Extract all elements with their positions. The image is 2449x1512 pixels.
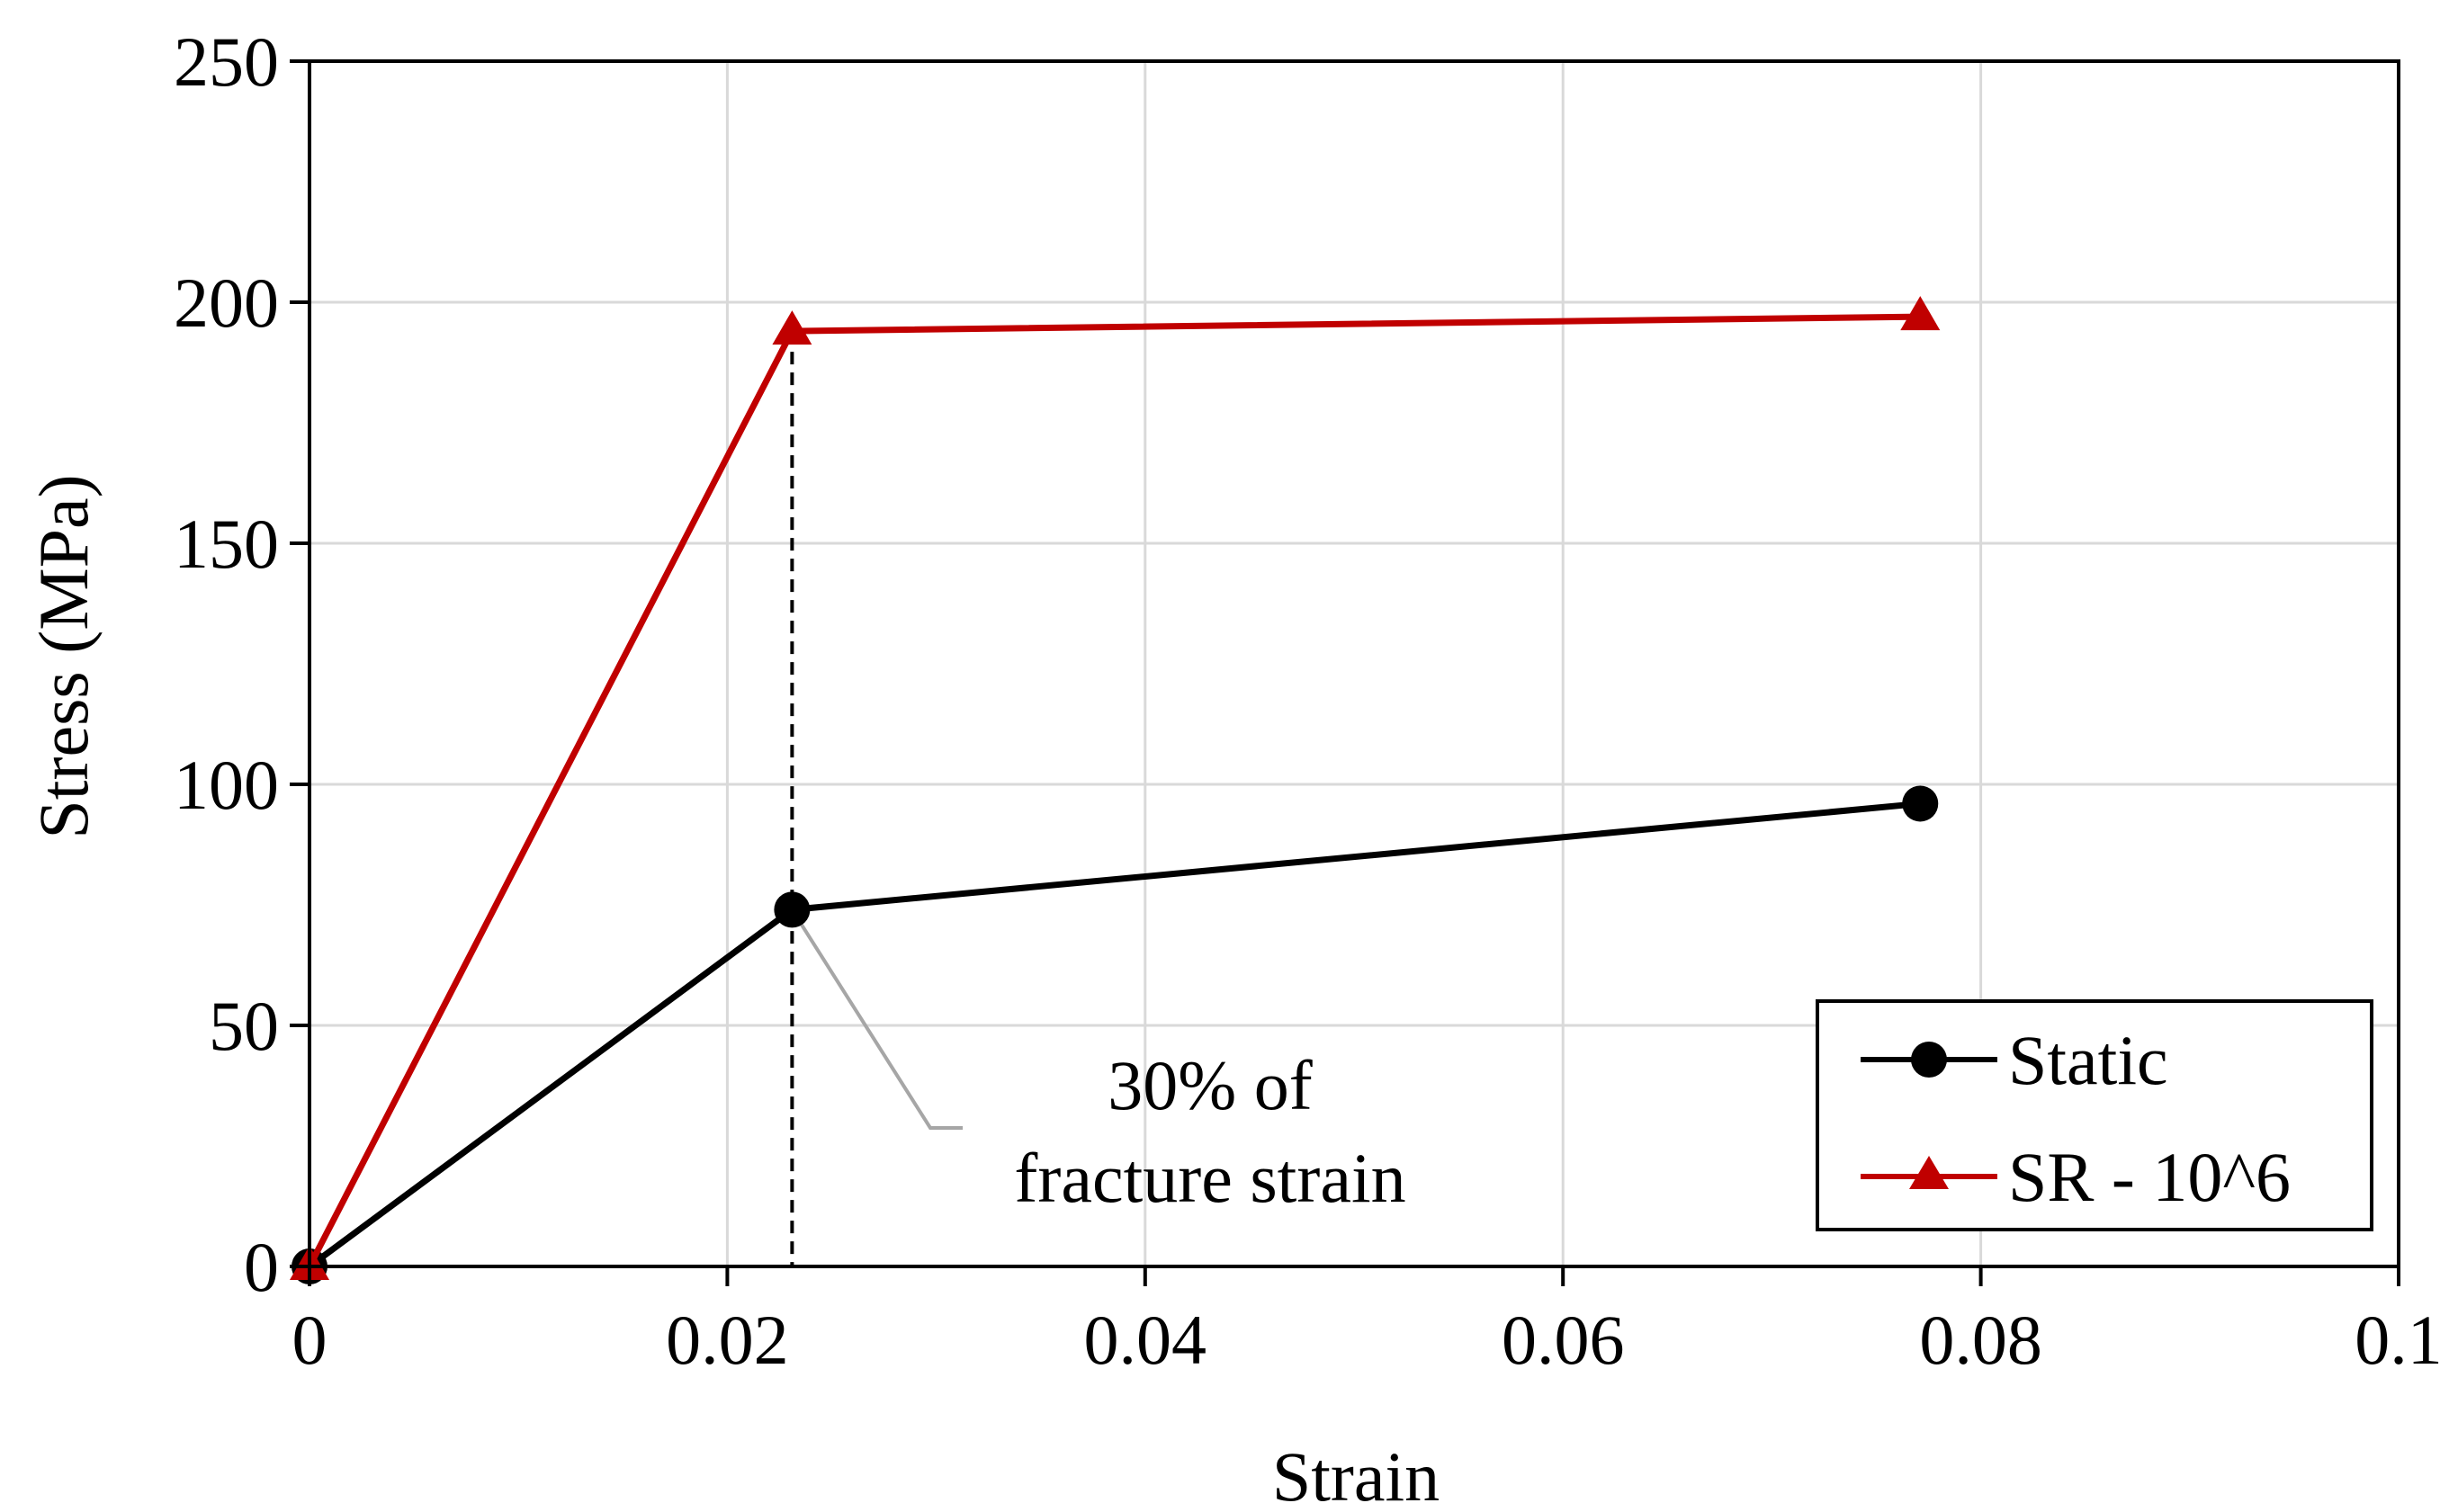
annotation-text-line-2: fracture strain xyxy=(1014,1139,1405,1217)
x-tick-label-2: 0.04 xyxy=(1084,1301,1207,1379)
y-tick-label-5: 250 xyxy=(174,22,279,101)
y-tick-label-2: 100 xyxy=(174,746,279,824)
plot-area-frame xyxy=(308,59,2400,1268)
legend-box xyxy=(1816,999,2373,1231)
x-axis-title: Strain xyxy=(1272,1437,1440,1512)
series-0-point-2 xyxy=(1902,785,1939,822)
y-axis-ticks: 0 50 100 150 200 250 xyxy=(174,22,309,1306)
x-tick-label-0: 0 xyxy=(292,1301,327,1379)
legend-static-label: Static xyxy=(2008,1021,2168,1099)
legend-static-marker xyxy=(1911,1042,1947,1078)
annotation-layer xyxy=(790,331,963,1266)
series-1-point-1 xyxy=(772,310,812,345)
annotation-leader-line xyxy=(790,908,963,1130)
legend-sr-label: SR - 10^6 xyxy=(2008,1138,2291,1216)
y-tick-label-1: 50 xyxy=(209,987,279,1065)
x-tick-label-4: 0.08 xyxy=(1919,1301,2042,1379)
y-tick-label-4: 200 xyxy=(174,264,279,342)
series-1-point-2 xyxy=(1900,296,1941,331)
x-tick-label-3: 0.06 xyxy=(1502,1301,1625,1379)
x-tick-label-1: 0.02 xyxy=(666,1301,789,1379)
y-tick-label-0: 0 xyxy=(244,1228,279,1306)
annotation-text-line-1: 30% of xyxy=(1108,1046,1312,1124)
y-tick-label-3: 150 xyxy=(174,505,279,583)
series-layer xyxy=(290,296,1941,1284)
y-axis-title: Stress (MPa) xyxy=(24,474,103,838)
legend-sr-marker xyxy=(1909,1156,1949,1189)
x-axis-ticks: 0 0.02 0.04 0.06 0.08 0.1 xyxy=(292,1266,2443,1379)
series-0-point-1 xyxy=(774,891,811,928)
gridlines xyxy=(309,61,2399,1266)
x-tick-label-5: 0.1 xyxy=(2355,1301,2443,1379)
legend: Static SR - 10^6 xyxy=(1816,999,2373,1231)
